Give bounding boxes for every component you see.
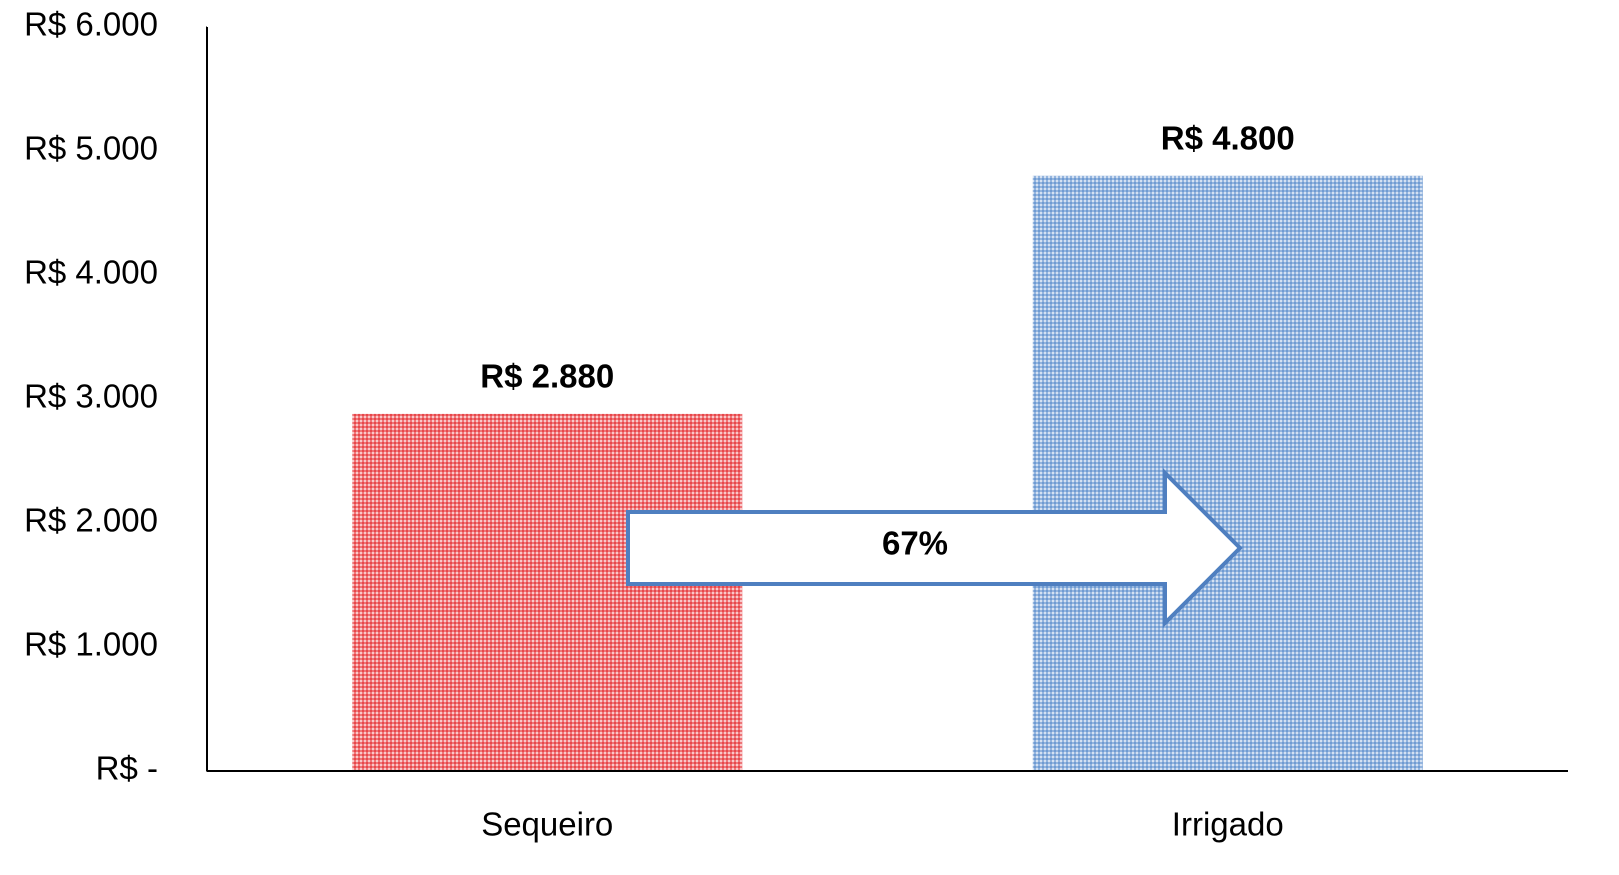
y-tick-label: R$ 5.000 [24,130,158,167]
y-tick-label: R$ 2.000 [24,502,158,539]
y-tick-label: R$ 3.000 [24,378,158,415]
bar [352,413,743,771]
y-tick-label: R$ 4.000 [24,254,158,291]
y-tick-label: R$ 6.000 [24,6,158,43]
y-tick-label: R$ - [96,750,158,787]
arrow [626,468,1243,628]
data-label: R$ 4.800 [1161,120,1295,157]
x-tick-label: Irrigado [1172,806,1284,843]
y-tick-label: R$ 1.000 [24,626,158,663]
bar [1032,175,1423,772]
annotation: 67% [882,525,948,562]
data-label: R$ 2.880 [480,358,614,395]
x-tick-label: Sequeiro [481,806,613,843]
